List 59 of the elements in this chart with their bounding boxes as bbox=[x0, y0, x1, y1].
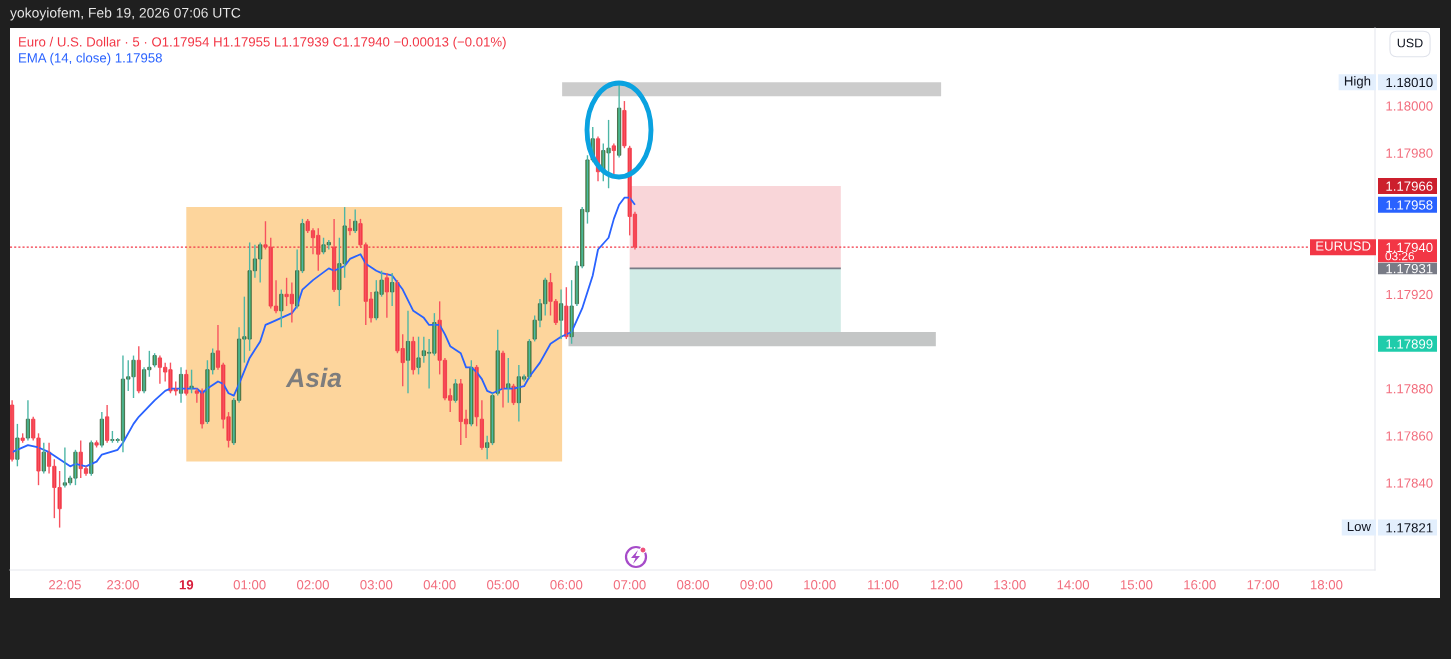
candlestick bbox=[184, 369, 189, 397]
x-tick-label: 10:00 bbox=[804, 580, 836, 590]
x-tick-label: 15:00 bbox=[1120, 580, 1153, 590]
x-tick-label: 23:00 bbox=[107, 580, 139, 590]
text: yokoyiofem, Feb 19, 2026 07:06 UTC bbox=[10, 7, 241, 21]
y-tick-label: 1.17821 bbox=[1386, 523, 1433, 533]
x-tick-label: 11:00 bbox=[868, 580, 899, 590]
x-tick-label: 22:05 bbox=[49, 580, 81, 590]
y-tick-label: 1.17966 bbox=[1386, 181, 1433, 191]
line-series bbox=[11, 196, 636, 468]
x-tick-label: 12:00 bbox=[930, 580, 963, 590]
x-tick-label: 17:00 bbox=[1247, 580, 1280, 590]
candlestick bbox=[506, 357, 511, 404]
text: EMA (14, close) 1.17958 bbox=[19, 52, 162, 66]
candlestick bbox=[15, 423, 20, 468]
y-tick-label: 1.17931 bbox=[1386, 263, 1433, 274]
y-tick-label: 1.17958 bbox=[1386, 200, 1433, 210]
x-tick-label: 01:00 bbox=[233, 580, 266, 590]
annotation: Low bbox=[1347, 521, 1372, 532]
y-tick-label: 1.18000 bbox=[1386, 101, 1433, 111]
x-tick-label: 18:00 bbox=[1310, 580, 1343, 590]
x-tick-label: 07:00 bbox=[613, 580, 646, 590]
y-tick-label: 1.17899 bbox=[1386, 339, 1433, 349]
x-tick-label: 04:00 bbox=[423, 580, 456, 590]
x-tick-label: 03:00 bbox=[360, 580, 393, 590]
x-tick-label: 06:00 bbox=[550, 580, 583, 590]
x-tick-label: 08:00 bbox=[677, 580, 710, 590]
candlestick bbox=[474, 364, 479, 427]
candlestick bbox=[41, 442, 46, 475]
candlestick bbox=[453, 378, 458, 404]
y-tick-label: 1.17840 bbox=[1386, 478, 1433, 488]
candlestick bbox=[569, 279, 574, 345]
candlestick bbox=[416, 336, 421, 376]
candlestick bbox=[469, 359, 474, 427]
y-axis-title: USD bbox=[1397, 38, 1423, 48]
y-tick-label: 1.17860 bbox=[1386, 431, 1433, 441]
x-tick-label: 14:00 bbox=[1057, 580, 1090, 590]
candlestick bbox=[622, 100, 627, 149]
x-tick-label: 05:00 bbox=[487, 580, 519, 590]
candlestick bbox=[89, 439, 94, 477]
y-tick-label: 1.17920 bbox=[1386, 289, 1433, 300]
annotation: High bbox=[1344, 76, 1371, 89]
x-tick-label: 02:00 bbox=[296, 580, 329, 590]
x-tick-label: 09:00 bbox=[740, 580, 773, 590]
candlestick bbox=[495, 328, 500, 397]
x-tick-label: 13:00 bbox=[994, 580, 1026, 590]
text: 03:26 bbox=[1385, 251, 1415, 261]
candlestick bbox=[564, 286, 569, 340]
x-tick-label: 19 bbox=[179, 580, 194, 590]
y-tick-label: 1.17980 bbox=[1386, 148, 1433, 158]
y-tick-label: 1.18010 bbox=[1386, 77, 1433, 88]
candlestick bbox=[279, 288, 284, 328]
ref-line-label: EURUSD bbox=[1316, 241, 1371, 251]
y-tick-label: 1.17940 bbox=[1386, 242, 1433, 253]
text: Euro / U.S. Dollar · 5 · O1.17954 H1.17955 L1.17939 C1.17940 −0.00013 (−0.01%) bbox=[19, 36, 506, 50]
candlestick bbox=[411, 336, 416, 376]
annotation: Asia bbox=[285, 367, 342, 388]
y-tick-label: 1.17880 bbox=[1386, 384, 1433, 394]
x-tick-label: 16:00 bbox=[1184, 580, 1216, 590]
